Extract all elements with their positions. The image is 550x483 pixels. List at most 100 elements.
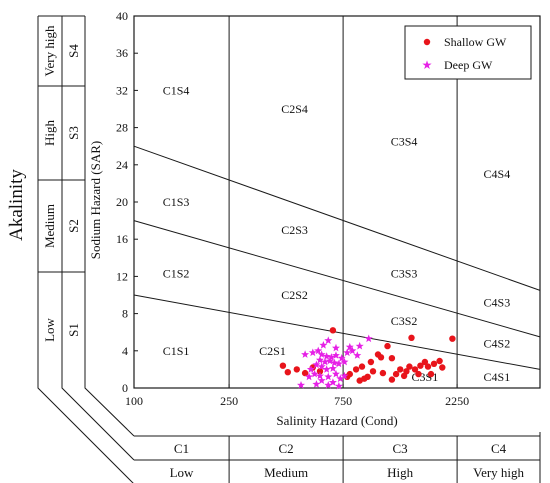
shallow-gw-point xyxy=(439,364,446,371)
sodium-band-code: S1 xyxy=(66,323,81,337)
shallow-gw-point xyxy=(400,372,408,380)
legend-shallow-marker xyxy=(423,38,431,46)
zone-label: C2S1 xyxy=(259,344,286,358)
x-tick-label: 250 xyxy=(220,394,238,408)
data-points xyxy=(279,327,456,390)
deep-gw-point xyxy=(355,341,364,350)
deep-gw-point xyxy=(334,381,343,390)
salinity-band-level: Low xyxy=(170,465,194,480)
y-tick-label: 4 xyxy=(122,344,128,358)
y-tick-label: 28 xyxy=(116,121,128,135)
y-axis-title: Sodium Hazard (SAR) xyxy=(88,141,103,259)
legend: Shallow GW ★ Deep GW xyxy=(404,25,532,80)
y-tick-label: 40 xyxy=(116,9,128,23)
zone-label: C4S3 xyxy=(484,295,511,309)
deep-gw-point xyxy=(321,357,329,366)
y-tick-label: 36 xyxy=(116,46,128,60)
shallow-gw-point xyxy=(329,327,337,334)
shallow-gw-point xyxy=(397,366,404,373)
deep-gw-point xyxy=(324,372,333,381)
deep-gw-point xyxy=(332,343,340,352)
deep-gw-point xyxy=(317,362,326,370)
shallow-gw-point xyxy=(358,363,366,370)
deep-gw-point xyxy=(364,334,373,343)
deep-gw-point xyxy=(322,365,331,373)
sodium-band-level: Very high xyxy=(42,25,57,76)
zone-label: C2S4 xyxy=(281,102,308,116)
shallow-gw-point xyxy=(367,358,375,366)
sodium-band-level: Low xyxy=(42,317,57,341)
zone-label: C3S3 xyxy=(391,267,418,281)
alkalinity-bands: S4 Very high S3 High S2 Medium S1 Low xyxy=(42,25,81,342)
x-tick-label: 2250 xyxy=(445,394,469,408)
deep-gw-point xyxy=(328,364,337,372)
zone-labels: C1S4 C2S4 C3S4 C4S4 C1S3 C2S3 C3S3 C4S3 C1S2 C2S2… xyxy=(163,83,510,383)
y-tick-label: 32 xyxy=(116,83,128,97)
deep-gw-point xyxy=(345,342,354,351)
shallow-gw-point xyxy=(449,335,456,342)
boundary-line xyxy=(133,220,541,338)
shallow-gw-point xyxy=(427,370,435,378)
shallow-gw-point xyxy=(384,342,391,350)
sodium-band-code: S3 xyxy=(66,126,81,140)
sodium-band-level: High xyxy=(42,120,57,147)
boundary-line xyxy=(133,294,541,370)
shallow-gw-point xyxy=(421,358,429,366)
deep-gw-point xyxy=(306,365,315,373)
zone-label: C4S2 xyxy=(484,336,511,350)
x-tick-label: 750 xyxy=(334,394,352,408)
shallow-gw-point xyxy=(284,369,291,376)
deep-gw-point xyxy=(327,353,336,361)
shallow-gw-point xyxy=(424,363,432,370)
legend-box xyxy=(404,25,532,80)
shallow-gw-point xyxy=(293,366,300,373)
zone-label: C1S3 xyxy=(163,195,190,209)
deep-gw-point xyxy=(301,350,310,358)
y-axis-ticks: 0 4 8 12 16 20 24 28 32 36 40 xyxy=(116,9,138,395)
deep-gw-point xyxy=(336,374,345,383)
x-axis-title: Salinity Hazard (Cond) xyxy=(276,413,397,428)
shallow-gw-point xyxy=(436,357,443,365)
deep-gw-point xyxy=(334,359,343,368)
salinity-panel xyxy=(134,432,541,483)
deep-gw-point xyxy=(316,355,324,364)
salinity-band-code: C1 xyxy=(174,441,189,456)
sodium-band-code: S4 xyxy=(66,44,81,58)
salinity-band-level: Medium xyxy=(264,465,308,480)
shallow-gw-point xyxy=(411,366,419,373)
legend-shallow-label: Shallow GW xyxy=(444,35,507,49)
shallow-gw-point xyxy=(388,355,396,362)
deep-gw-point xyxy=(317,350,326,358)
boundary-line xyxy=(133,145,541,291)
zone-label: C1S1 xyxy=(163,344,190,358)
zone-label: C2S2 xyxy=(281,288,308,302)
deep-gw-point xyxy=(324,336,333,344)
deep-gw-point xyxy=(337,354,346,362)
salinity-band-code: C3 xyxy=(393,441,408,456)
zone-label: C1S2 xyxy=(163,267,190,281)
deep-gw-point xyxy=(324,381,333,389)
shallow-gw-point xyxy=(430,360,438,367)
salinity-band-code: C2 xyxy=(279,441,294,456)
y-tick-label: 8 xyxy=(122,307,128,321)
shallow-gw-point xyxy=(377,354,385,361)
deep-gw-point xyxy=(297,381,305,389)
deep-gw-point xyxy=(340,371,349,380)
deep-gw-point xyxy=(312,380,321,388)
shallow-gw-point xyxy=(301,369,309,377)
deep-gw-point xyxy=(314,346,323,355)
shallow-gw-point xyxy=(392,370,400,378)
deep-gw-point xyxy=(308,348,317,357)
salinity-band-code: C4 xyxy=(491,441,507,456)
deep-gw-point xyxy=(330,358,339,367)
deep-gw-point xyxy=(322,352,331,360)
sodium-band-level: Medium xyxy=(42,204,57,248)
y-tick-label: 0 xyxy=(122,381,128,395)
zone-label: C3S4 xyxy=(391,135,418,149)
zone-label: C4S4 xyxy=(484,167,511,181)
zone-label: C4S1 xyxy=(484,370,511,384)
y-tick-label: 24 xyxy=(116,158,128,172)
shallow-gw-point xyxy=(279,362,287,369)
zone-label: C2S3 xyxy=(281,223,308,237)
